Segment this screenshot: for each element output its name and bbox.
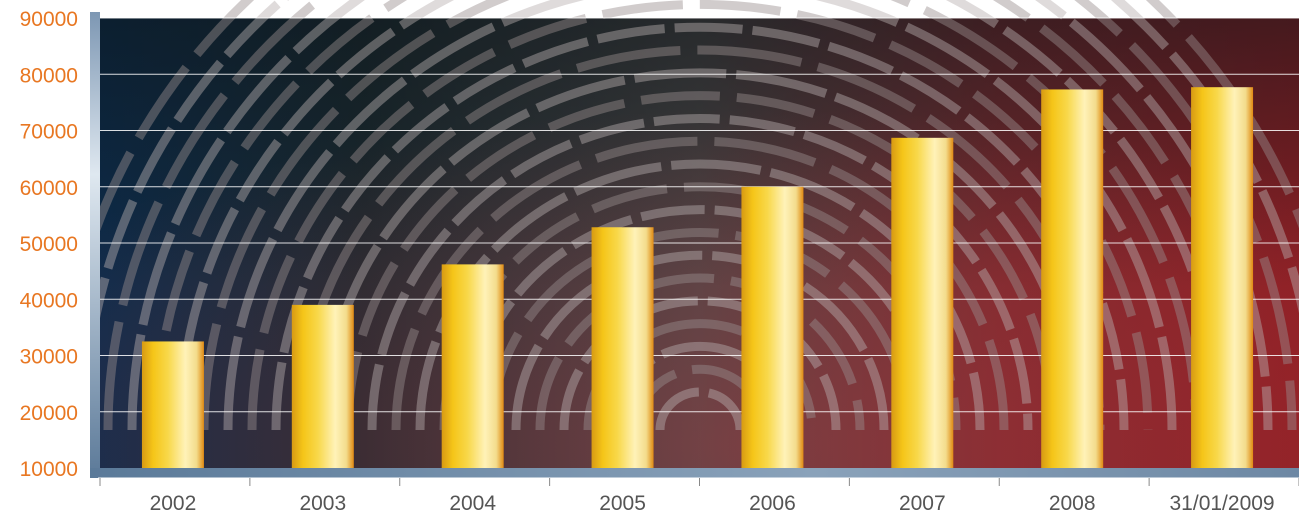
fingerprint-ridge bbox=[535, 273, 865, 431]
y-tick-label: 30000 bbox=[20, 346, 78, 369]
fingerprint-ridge bbox=[343, 91, 1057, 431]
fingerprint-ridge bbox=[319, 68, 1081, 431]
x-tick-label: 2004 bbox=[449, 492, 496, 515]
y-tick-label: 60000 bbox=[20, 177, 78, 200]
fingerprint-ridge bbox=[487, 227, 913, 431]
fingerprint-ridge bbox=[175, 0, 1225, 431]
fingerprint-ridge bbox=[151, 0, 1249, 431]
fingerprint-ridge bbox=[367, 113, 1033, 431]
bar-31-01-2009 bbox=[1191, 87, 1254, 468]
y-tick-label: 90000 bbox=[20, 8, 78, 31]
x-tick-label: 2007 bbox=[899, 492, 946, 515]
y-tick-label: 50000 bbox=[20, 233, 78, 256]
x-tick-label: 2002 bbox=[150, 492, 197, 515]
x-axis-ticks: 2002 2003 2004 2005 2006 2007 2008 31/01/2009 bbox=[150, 492, 1275, 515]
bar-2005 bbox=[591, 227, 654, 468]
bar-2008 bbox=[1041, 89, 1104, 468]
x-tick-label: 31/01/2009 bbox=[1170, 492, 1275, 515]
y-tick-label: 40000 bbox=[20, 289, 78, 312]
y-axis-wall bbox=[90, 12, 100, 476]
y-tick-label: 70000 bbox=[20, 121, 78, 144]
bar-2007 bbox=[891, 137, 954, 468]
fingerprint-ridge bbox=[655, 387, 745, 431]
y-tick-label: 80000 bbox=[20, 64, 78, 87]
x-tick-label: 2008 bbox=[1049, 492, 1096, 515]
axes bbox=[90, 12, 1299, 486]
fingerprint-ridge bbox=[511, 250, 889, 431]
fingerprint-ridge bbox=[199, 0, 1201, 431]
x-axis-floor bbox=[90, 468, 1299, 478]
x-tick-label: 2005 bbox=[599, 492, 646, 515]
x-tick-label: 2006 bbox=[749, 492, 796, 515]
bar-2002 bbox=[141, 341, 204, 468]
fingerprint-ridge bbox=[391, 136, 1009, 431]
fingerprint-ridge bbox=[559, 296, 841, 431]
y-tick-label: 20000 bbox=[20, 402, 78, 425]
fingerprint-ridge bbox=[223, 0, 1177, 431]
x-tick-label: 2003 bbox=[299, 492, 346, 515]
bar-2006 bbox=[741, 186, 804, 468]
left-mask bbox=[0, 0, 100, 524]
y-tick-label: 10000 bbox=[20, 458, 78, 481]
bar-2003 bbox=[291, 304, 354, 468]
bars bbox=[141, 87, 1254, 468]
bar-2004 bbox=[441, 264, 504, 468]
fingerprint-ridge bbox=[247, 0, 1153, 431]
y-axis-ticks: 10000 20000 30000 40000 50000 60000 70000 80000… bbox=[20, 8, 78, 481]
fingerprint-ridge bbox=[55, 0, 1299, 431]
